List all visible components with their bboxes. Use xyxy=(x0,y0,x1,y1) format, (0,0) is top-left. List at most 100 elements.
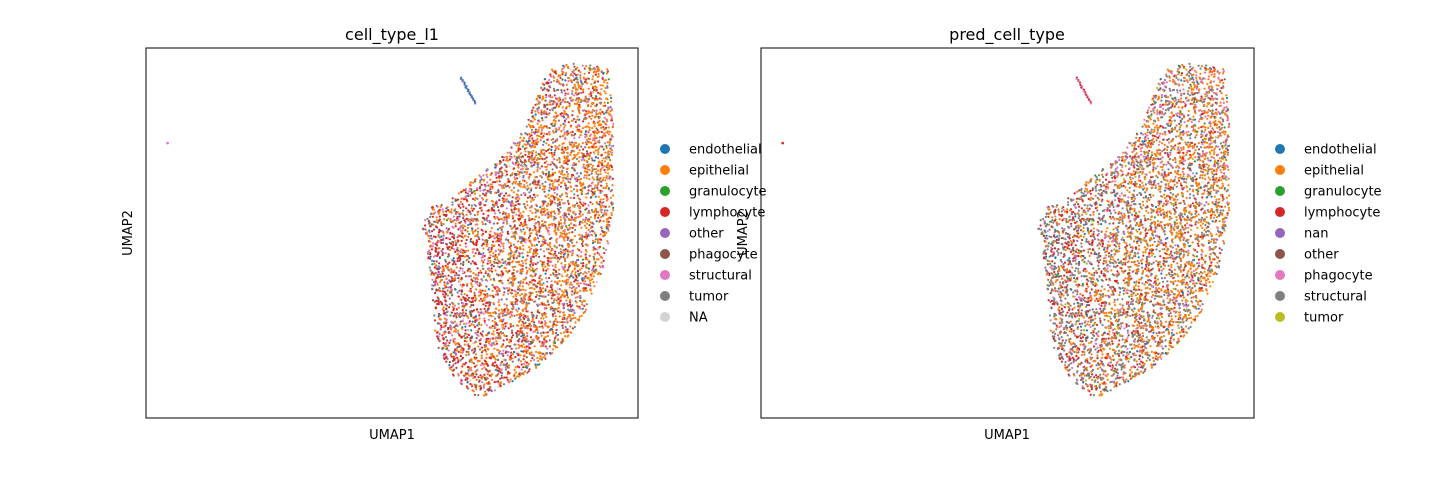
scatter-point xyxy=(523,232,526,236)
scatter-point xyxy=(445,342,448,345)
scatter-point xyxy=(507,262,510,265)
scatter-point xyxy=(587,71,591,74)
scatter-point xyxy=(598,203,601,206)
scatter-point xyxy=(492,330,495,333)
scatter-point xyxy=(542,140,546,143)
scatter-point xyxy=(596,91,600,94)
scatter-point xyxy=(534,272,537,275)
scatter-point xyxy=(570,261,573,264)
scatter-point xyxy=(599,92,602,95)
scatter-point xyxy=(571,241,574,244)
scatter-point xyxy=(578,223,581,226)
scatter-point xyxy=(574,88,578,91)
scatter-point xyxy=(474,298,478,301)
scatter-point xyxy=(567,217,570,220)
scatter-point xyxy=(502,349,505,352)
scatter-point xyxy=(558,97,561,100)
scatter-point xyxy=(492,315,496,318)
scatter-point xyxy=(560,262,563,265)
scatter-point xyxy=(596,75,600,78)
scatter-point xyxy=(428,231,431,234)
scatter-point xyxy=(503,334,506,337)
scatter-point xyxy=(502,363,506,366)
scatter-point xyxy=(426,252,429,255)
scatter-point xyxy=(461,319,464,323)
scatter-point xyxy=(537,240,541,243)
scatter-point xyxy=(536,230,539,233)
scatter-point xyxy=(543,149,546,152)
scatter-point xyxy=(437,346,440,349)
scatter-point xyxy=(538,234,542,237)
scatter-point xyxy=(573,65,576,68)
scatter-point xyxy=(563,156,566,159)
scatter-point xyxy=(431,263,434,266)
scatter-point xyxy=(465,199,468,202)
scatter-point xyxy=(569,325,572,328)
scatter-point xyxy=(432,274,435,277)
scatter-point xyxy=(554,250,557,253)
scatter-point xyxy=(562,230,565,233)
scatter-point xyxy=(511,360,514,363)
scatter-point xyxy=(556,204,560,207)
scatter-point xyxy=(537,237,540,240)
scatter-point xyxy=(600,98,603,101)
scatter-point xyxy=(513,289,516,292)
scatter-point xyxy=(525,364,528,367)
scatter-point xyxy=(471,279,474,283)
scatter-point xyxy=(464,191,468,194)
scatter-point xyxy=(459,283,462,286)
scatter-point xyxy=(553,76,556,79)
scatter-point xyxy=(438,289,441,292)
scatter-point xyxy=(445,207,448,210)
scatter-point xyxy=(535,151,538,154)
scatter-point xyxy=(576,66,579,69)
scatter-point xyxy=(569,308,573,311)
scatter-point xyxy=(435,276,438,279)
scatter-point xyxy=(576,78,579,81)
scatter-point xyxy=(480,278,483,281)
scatter-point xyxy=(526,332,529,335)
scatter-point xyxy=(569,131,572,134)
scatter-point xyxy=(510,156,513,159)
scatter-point xyxy=(585,170,588,174)
scatter-point xyxy=(534,363,537,366)
scatter-point xyxy=(522,139,525,143)
scatter-point xyxy=(577,306,580,309)
scatter-point xyxy=(518,175,521,178)
scatter-point xyxy=(530,328,533,331)
scatter-point xyxy=(451,259,454,262)
scatter-point xyxy=(564,335,567,338)
scatter-point xyxy=(518,252,521,255)
scatter-point xyxy=(471,241,475,244)
scatter-point xyxy=(520,259,524,263)
scatter-point xyxy=(527,152,531,156)
scatter-point xyxy=(594,184,597,187)
scatter-point xyxy=(503,198,507,201)
scatter-point xyxy=(554,263,557,266)
scatter-point xyxy=(573,235,576,238)
scatter-point xyxy=(459,320,462,323)
scatter-point xyxy=(450,208,453,211)
scatter-point xyxy=(590,166,594,169)
scatter-point xyxy=(538,186,542,189)
scatter-point xyxy=(533,179,536,182)
scatter-point xyxy=(609,138,612,141)
scatter-point xyxy=(498,304,501,307)
scatter-point xyxy=(445,355,448,358)
scatter-point xyxy=(595,208,598,211)
scatter-point xyxy=(468,218,471,221)
scatter-point xyxy=(515,308,518,311)
scatter-point xyxy=(588,178,591,181)
scatter-point xyxy=(563,239,566,242)
scatter-point xyxy=(606,177,609,180)
scatter-point xyxy=(465,213,468,216)
scatter-point xyxy=(526,188,529,191)
scatter-point xyxy=(543,83,546,86)
scatter-point xyxy=(515,144,518,147)
scatter-point xyxy=(579,299,582,302)
scatter-point xyxy=(461,203,464,206)
scatter-point xyxy=(478,311,481,314)
scatter-point xyxy=(610,119,613,122)
scatter-point xyxy=(564,113,567,116)
scatter-point xyxy=(545,340,548,343)
